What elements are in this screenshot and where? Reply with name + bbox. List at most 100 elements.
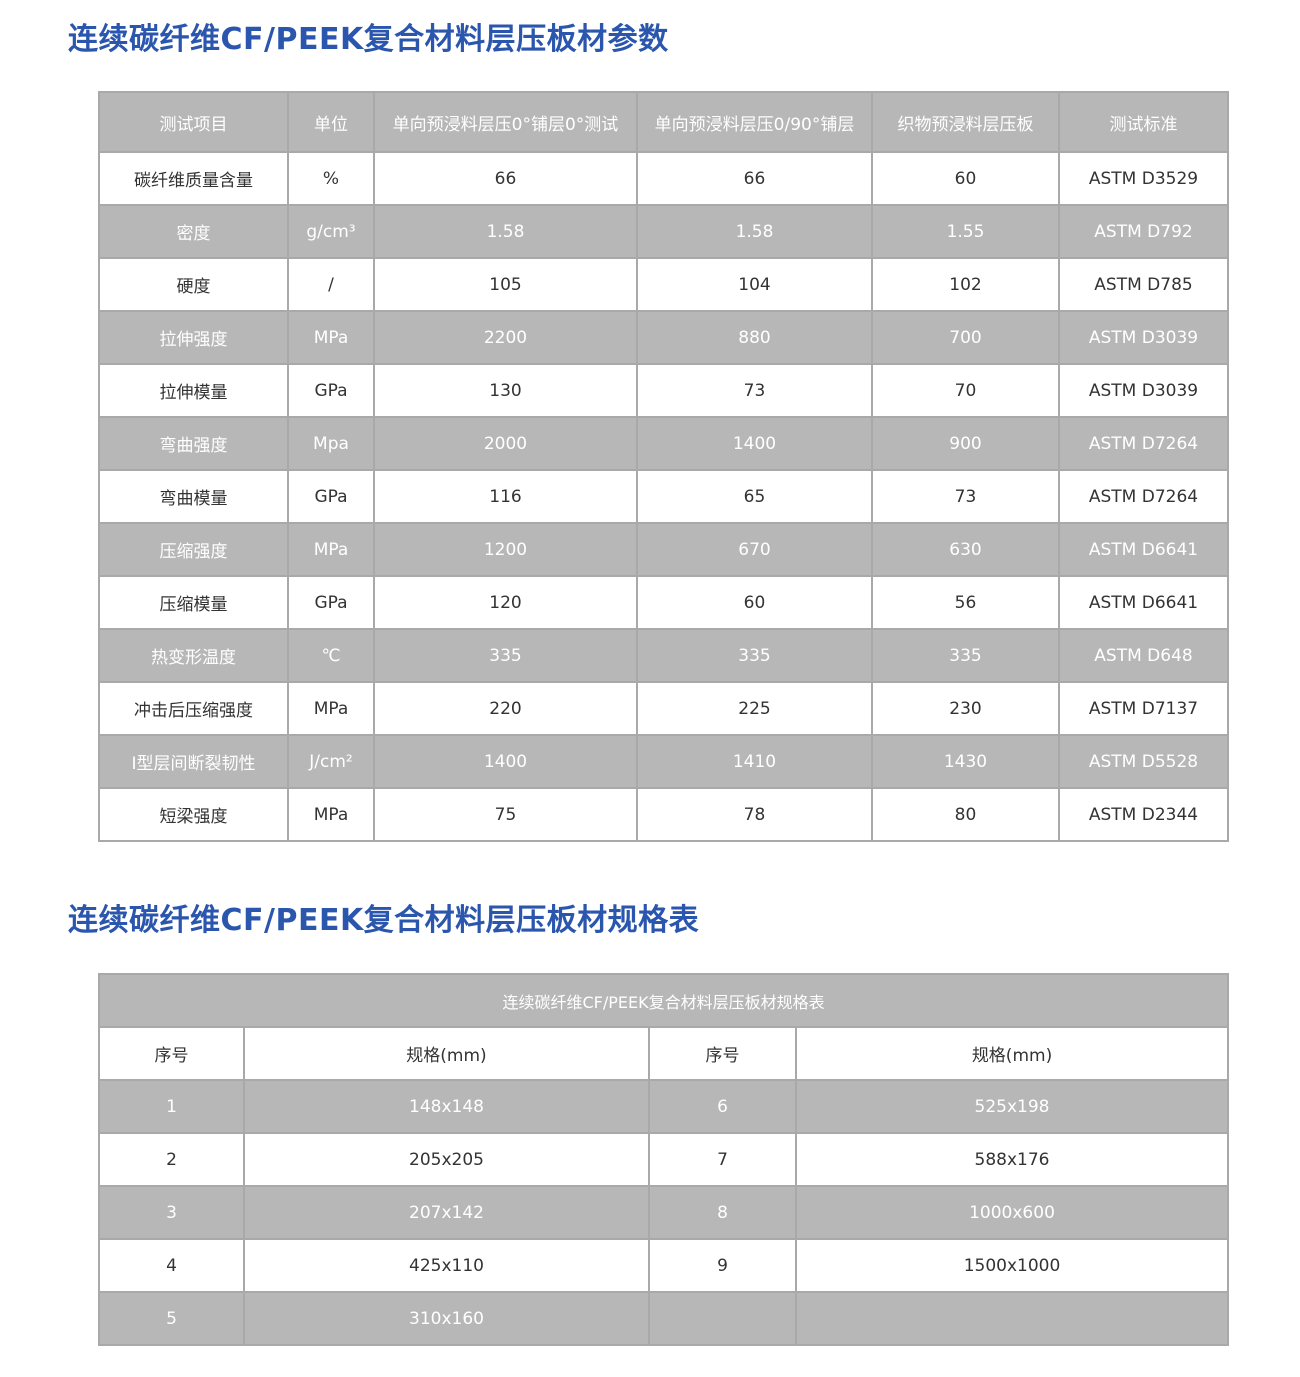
table-cell: 1.55 bbox=[871, 204, 1060, 259]
table-caption: 连续碳纤维CF/PEEK复合材料层压板材规格表 bbox=[97, 973, 1230, 1028]
table-cell: GPa bbox=[287, 469, 375, 524]
table-cell: 硬度 bbox=[98, 257, 289, 312]
table-cell: / bbox=[287, 257, 375, 312]
table-row: 3 207x142 8 1000x600 bbox=[98, 1185, 1230, 1240]
table-caption-row: 连续碳纤维CF/PEEK复合材料层压板材规格表 bbox=[97, 973, 1230, 1028]
table-cell: 单位 bbox=[287, 91, 375, 153]
table-cell: ASTM D785 bbox=[1058, 257, 1229, 312]
table-row: 碳纤维质量含量% 66 66 60 ASTM D3529 bbox=[98, 151, 1229, 206]
specs-title: 连续碳纤维CF/PEEK复合材料层压板材规格表 bbox=[68, 903, 700, 938]
table-cell: 5 bbox=[98, 1291, 245, 1346]
table-cell: 80 bbox=[871, 787, 1060, 842]
table-cell: Ⅰ型层间断裂韧性 bbox=[98, 734, 289, 789]
table-cell: 1430 bbox=[871, 734, 1060, 789]
table-cell bbox=[794, 1291, 1230, 1346]
table-cell: 230 bbox=[871, 681, 1060, 736]
table-cell: 148x148 bbox=[243, 1079, 650, 1134]
table-cell: 规格(mm) bbox=[794, 1026, 1230, 1081]
table-cell: 弯曲强度 bbox=[98, 416, 289, 471]
table-cell: MPa bbox=[287, 681, 375, 736]
table-cell: 65 bbox=[636, 469, 873, 524]
table-header-row: 序号 规格(mm) 序号 规格(mm) bbox=[98, 1026, 1230, 1081]
table-cell: 225 bbox=[636, 681, 873, 736]
table-cell: 78 bbox=[636, 787, 873, 842]
table-cell: 335 bbox=[373, 628, 638, 683]
table-header-row: 测试项目 单位 单向预浸料层压0°铺层0°测试 单向预浸料层压0/90°铺层 织物预浸料… bbox=[98, 91, 1229, 153]
table-row: 拉伸强度 MPa 2200 880 700 ASTM D3039 bbox=[98, 310, 1229, 365]
table-cell: 测试项目 bbox=[98, 91, 289, 153]
table-cell: 1 bbox=[98, 1079, 245, 1134]
table-cell: 3 bbox=[98, 1185, 245, 1240]
table-cell: 2200 bbox=[373, 310, 638, 365]
table-cell: 335 bbox=[636, 628, 873, 683]
table-cell: GPa bbox=[287, 363, 375, 418]
table-cell: 56 bbox=[871, 575, 1060, 630]
table-cell: 425x110 bbox=[243, 1238, 650, 1293]
table-cell: 7 bbox=[648, 1132, 797, 1187]
table-cell: ASTM D3039 bbox=[1058, 310, 1229, 365]
table-cell: 2000 bbox=[373, 416, 638, 471]
table-cell: 1200 bbox=[373, 522, 638, 577]
params-title: 连续碳纤维CF/PEEK复合材料层压板材参数 bbox=[68, 22, 669, 57]
table-cell: 4 bbox=[98, 1238, 245, 1293]
table-cell: ASTM D6641 bbox=[1058, 575, 1229, 630]
table-cell: % bbox=[287, 151, 375, 206]
table-cell: 525x198 bbox=[794, 1079, 1230, 1134]
table-cell: 205x205 bbox=[243, 1132, 650, 1187]
table-cell: 75 bbox=[373, 787, 638, 842]
table-cell: 1.58 bbox=[636, 204, 873, 259]
table-cell: 310x160 bbox=[243, 1291, 650, 1346]
table-cell: 8 bbox=[648, 1185, 797, 1240]
specs-table: 连续碳纤维CF/PEEK复合材料层压板材规格表 序号 规格(mm) 序号 规格(mm) 1… bbox=[97, 973, 1230, 1346]
table-cell: MPa bbox=[287, 522, 375, 577]
params-table: 测试项目 单位 单向预浸料层压0°铺层0°测试 单向预浸料层压0/90°铺层 织物预浸料… bbox=[98, 91, 1229, 842]
table-cell: 压缩模量 bbox=[98, 575, 289, 630]
table-cell: 短梁强度 bbox=[98, 787, 289, 842]
table-cell: 热变形温度 bbox=[98, 628, 289, 683]
table-cell: 207x142 bbox=[243, 1185, 650, 1240]
table-row: 弯曲模量 GPa 116 65 73 ASTM D7264 bbox=[98, 469, 1229, 524]
table-cell: 1000x600 bbox=[794, 1185, 1230, 1240]
table-cell: 105 bbox=[373, 257, 638, 312]
table-row: 密度 g/cm³ 1.58 1.58 1.55 ASTM D792 bbox=[98, 204, 1229, 259]
table-row: 弯曲强度 Mpa 2000 1400 900 ASTM D7264 bbox=[98, 416, 1229, 471]
table-cell: MPa bbox=[287, 310, 375, 365]
table-cell: 拉伸强度 bbox=[98, 310, 289, 365]
table-cell: 120 bbox=[373, 575, 638, 630]
table-cell: ASTM D5528 bbox=[1058, 734, 1229, 789]
table-cell: 880 bbox=[636, 310, 873, 365]
table-cell: 130 bbox=[373, 363, 638, 418]
table-row: 冲击后压缩强度 MPa 220 225 230 ASTM D7137 bbox=[98, 681, 1229, 736]
table-row: 压缩模量 GPa 120 60 56 ASTM D6641 bbox=[98, 575, 1229, 630]
table-cell: 碳纤维质量含量 bbox=[98, 151, 289, 206]
table-cell: 66 bbox=[636, 151, 873, 206]
table-cell: ASTM D6641 bbox=[1058, 522, 1229, 577]
table-cell: ASTM D3529 bbox=[1058, 151, 1229, 206]
table-row: 1 148x148 6 525x198 bbox=[98, 1079, 1230, 1134]
table-cell: 测试标准 bbox=[1058, 91, 1229, 153]
table-cell: 序号 bbox=[648, 1026, 797, 1081]
table-cell: ASTM D7264 bbox=[1058, 416, 1229, 471]
table-cell: 104 bbox=[636, 257, 873, 312]
table-cell: 73 bbox=[636, 363, 873, 418]
table-cell: Mpa bbox=[287, 416, 375, 471]
table-cell: 900 bbox=[871, 416, 1060, 471]
table-cell: 单向预浸料层压0°铺层0°测试 bbox=[373, 91, 638, 153]
table-cell: GPa bbox=[287, 575, 375, 630]
table-cell: ASTM D792 bbox=[1058, 204, 1229, 259]
table-cell: 588x176 bbox=[794, 1132, 1230, 1187]
table-cell: 压缩强度 bbox=[98, 522, 289, 577]
table-cell: 1.58 bbox=[373, 204, 638, 259]
table-row: Ⅰ型层间断裂韧性 J/cm² 1400 1410 1430 ASTM D5528 bbox=[98, 734, 1229, 789]
table-cell: 单向预浸料层压0/90°铺层 bbox=[636, 91, 873, 153]
table-cell: 冲击后压缩强度 bbox=[98, 681, 289, 736]
table-cell: 织物预浸料层压板 bbox=[871, 91, 1060, 153]
table-cell: ASTM D2344 bbox=[1058, 787, 1229, 842]
table-cell: 73 bbox=[871, 469, 1060, 524]
table-cell: MPa bbox=[287, 787, 375, 842]
table-cell: 335 bbox=[871, 628, 1060, 683]
table-cell: 规格(mm) bbox=[243, 1026, 650, 1081]
table-row: 热变形温度 ℃ 335 335 335 ASTM D648 bbox=[98, 628, 1229, 683]
table-cell: ASTM D7264 bbox=[1058, 469, 1229, 524]
table-row: 短梁强度 MPa 75 78 80 ASTM D2344 bbox=[98, 787, 1229, 842]
